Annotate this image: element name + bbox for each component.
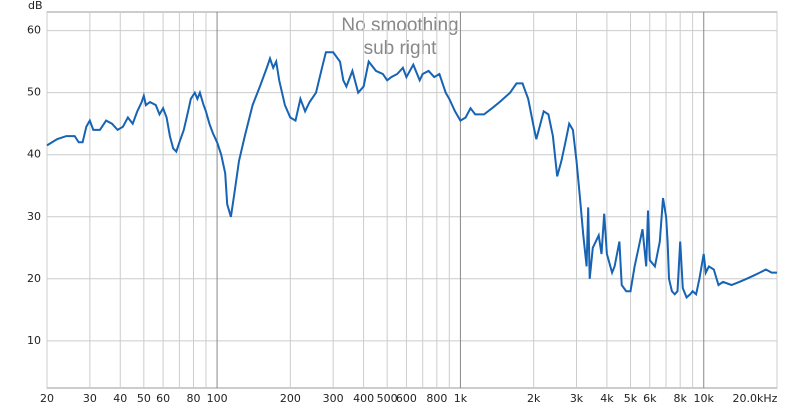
x-tick-label: 200 <box>280 392 301 405</box>
x-tick-label: 6k <box>643 392 657 405</box>
y-tick-label: 40 <box>27 148 41 161</box>
x-tick-label: 1k <box>454 392 468 405</box>
x-tick-label: 10k <box>694 392 715 405</box>
x-tick-label: 800 <box>426 392 447 405</box>
y-axis-label: dB <box>28 0 43 12</box>
x-tick-label: 3k <box>570 392 584 405</box>
chart-title: No smoothing <box>341 15 458 36</box>
x-tick-label: 40 <box>113 392 127 405</box>
chart-subtitle: sub right <box>364 38 438 59</box>
y-tick-label: 10 <box>27 334 41 347</box>
x-tick-label: 100 <box>207 392 228 405</box>
x-tick-label: 500 <box>377 392 398 405</box>
y-tick-label: 20 <box>27 272 41 285</box>
response-line <box>46 51 777 300</box>
x-tick-label: 4k <box>600 392 614 405</box>
plot-area <box>46 11 778 389</box>
x-tick-label: 30 <box>83 392 97 405</box>
x-tick-label: 60 <box>156 392 170 405</box>
x-tick-label: 2k <box>527 392 541 405</box>
x-tick-label: 8k <box>673 392 687 405</box>
x-tick-label: 80 <box>187 392 201 405</box>
y-tick-label: 50 <box>27 86 41 99</box>
x-tick-label: 300 <box>323 392 344 405</box>
x-tick-label: 5k <box>624 392 638 405</box>
y-tick-label: 60 <box>27 24 41 37</box>
x-tick-label: 400 <box>353 392 374 405</box>
x-tick-label: 50 <box>137 392 151 405</box>
x-tick-label: 600 <box>396 392 417 405</box>
x-tick-label: 20 <box>40 392 54 405</box>
y-tick-label: 30 <box>27 210 41 223</box>
x-tick-label: 20.0kHz <box>733 392 778 405</box>
